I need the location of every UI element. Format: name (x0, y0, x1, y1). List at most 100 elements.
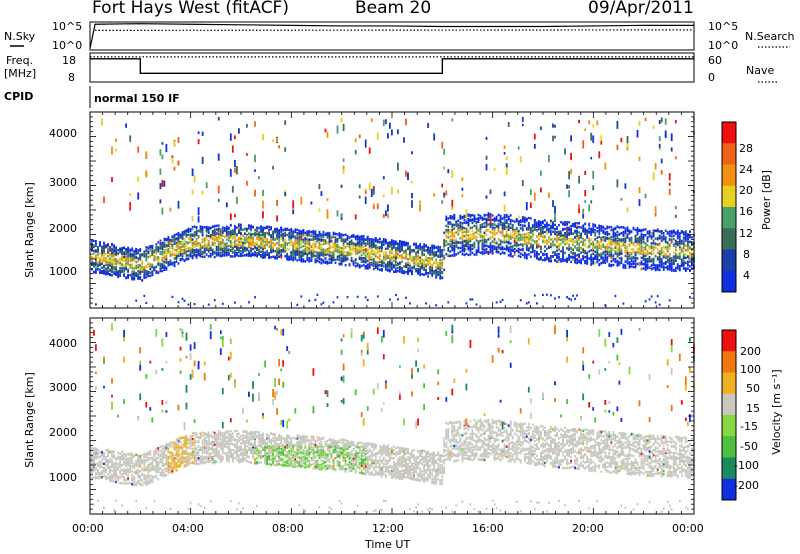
data-cell (163, 239, 166, 242)
data-cell (370, 188, 373, 198)
data-cell (252, 237, 254, 241)
data-cell (389, 241, 391, 244)
data-cell (455, 238, 458, 241)
data-cell (360, 247, 363, 250)
data-cell (354, 247, 357, 250)
data-cell (103, 248, 105, 251)
data-cell (284, 239, 287, 243)
data-cell (135, 274, 138, 277)
data-cell (342, 252, 345, 256)
data-cell (179, 241, 182, 244)
data-cell (403, 265, 405, 268)
data-cell (236, 166, 238, 175)
data-cell (115, 247, 117, 250)
data-cell (391, 239, 393, 242)
data-cell (572, 243, 574, 246)
data-cell (340, 234, 343, 237)
data-cell (586, 246, 589, 249)
data-cell (538, 257, 540, 260)
data-cell (127, 262, 129, 265)
data-cell (469, 298, 472, 301)
data-cell (471, 244, 474, 247)
data-cell (163, 180, 166, 187)
data-cell (123, 247, 125, 250)
data-cell (505, 167, 508, 176)
data-cell (141, 265, 144, 268)
data-cell (521, 237, 524, 240)
data-cell (574, 231, 576, 234)
data-cell (193, 251, 196, 254)
data-cell (453, 241, 456, 245)
data-cell (529, 202, 532, 209)
data-cell (316, 259, 319, 263)
data-cell (590, 243, 593, 246)
data-cell (282, 236, 285, 240)
data-cell (328, 254, 331, 257)
data-cell (358, 264, 361, 267)
data-cell (207, 303, 210, 306)
data-cell (395, 242, 397, 246)
data-cell (387, 269, 389, 272)
data-cell (564, 240, 566, 243)
data-cell (304, 242, 307, 245)
data-cell (505, 219, 508, 222)
data-cell (111, 243, 113, 247)
data-cell (562, 255, 564, 258)
data-cell (491, 214, 494, 217)
data-cell (552, 244, 554, 247)
data-cell (139, 265, 142, 268)
data-cell (491, 240, 494, 243)
data-cell (596, 226, 599, 230)
data-cell (332, 245, 335, 248)
data-cell (531, 233, 534, 236)
data-cell (431, 269, 434, 272)
data-cell (221, 302, 224, 305)
data-cell (360, 264, 363, 268)
data-cell (133, 267, 136, 270)
data-cell (564, 223, 566, 226)
data-cell (370, 241, 373, 244)
data-cell (312, 243, 315, 247)
data-cell (280, 235, 283, 238)
data-cell (397, 246, 399, 250)
data-cell (189, 233, 192, 237)
data-cell (517, 243, 520, 247)
data-cell (173, 234, 176, 237)
data-cell (356, 249, 359, 252)
data-cell (397, 298, 399, 301)
data-cell (374, 237, 377, 240)
data-cell (461, 244, 464, 247)
data-cell (499, 300, 502, 303)
data-cell (187, 303, 190, 306)
data-cell (292, 257, 295, 260)
data-cell (306, 246, 309, 249)
data-cell (439, 249, 442, 252)
data-cell (294, 257, 297, 261)
data-cell (248, 240, 250, 243)
data-cell (246, 227, 248, 231)
data-cell (183, 251, 186, 254)
data-cell (477, 228, 480, 231)
data-cell (270, 226, 272, 229)
data-cell (552, 237, 554, 240)
data-cell (523, 256, 526, 259)
data-cell (385, 266, 387, 269)
data-cell (169, 207, 172, 212)
data-cell (234, 213, 236, 218)
data-cell (372, 257, 375, 261)
data-cell (415, 258, 417, 261)
data-cell (280, 250, 283, 253)
data-cell (356, 262, 359, 266)
data-cell (529, 255, 532, 258)
data-cell (131, 257, 134, 260)
data-cell (193, 225, 196, 228)
data-cell (193, 303, 196, 306)
data-cell (590, 253, 593, 256)
data-cell (95, 242, 97, 245)
data-cell (344, 233, 347, 236)
data-cell (533, 144, 536, 149)
data-cell (489, 223, 492, 226)
data-cell (276, 137, 278, 143)
data-cell (183, 239, 186, 243)
data-cell (507, 228, 510, 232)
